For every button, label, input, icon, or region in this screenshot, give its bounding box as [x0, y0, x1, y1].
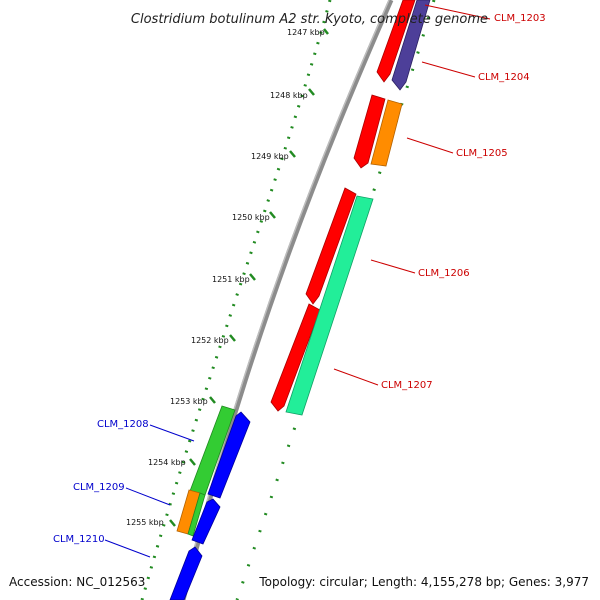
gene-feature-clm-1205-orange[interactable] [370, 99, 403, 167]
ruler-tick-label-1248: 1248 kbp [270, 91, 308, 100]
leader-clm-1210 [104, 539, 151, 558]
ruler-tick-label-1250: 1250 kbp [232, 213, 270, 222]
leader-clm-1209 [125, 487, 171, 506]
ruler-tick-label-1249: 1249 kbp [251, 152, 289, 161]
ruler-tick-label-1251: 1251 kbp [212, 275, 250, 284]
gene-feature-clm-1209-green[interactable] [187, 492, 206, 537]
gene-feature-clm-1206[interactable] [305, 187, 357, 305]
gene-feature-clm-1207[interactable] [270, 303, 321, 412]
ruler-tick-1249 [289, 150, 296, 158]
ruler-tick-label-1253: 1253 kbp [170, 397, 208, 406]
gene-feature-clm-1208-blue[interactable] [207, 411, 251, 499]
forward-strand-features [270, 0, 431, 416]
gene-label-clm-1204[interactable]: CLM_1204 [478, 72, 530, 83]
ruler-tick-1255 [169, 519, 176, 527]
gene-feature-clm-1210-blue[interactable] [169, 546, 203, 600]
ruler-tick-label-1255: 1255 kbp [126, 518, 164, 527]
gene-label-clm-1207[interactable]: CLM_1207 [381, 380, 433, 391]
ruler-tick-label-1252: 1252 kbp [191, 336, 229, 345]
gene-label-clm-1205[interactable]: CLM_1205 [456, 148, 508, 159]
leader-clm-1205 [406, 137, 454, 154]
leader-clm-1208 [149, 424, 195, 442]
ruler-tick-1251 [249, 273, 256, 281]
ruler-tick-1247 [323, 28, 329, 35]
leader-clm-1207 [333, 368, 379, 386]
leader-clm-1203 [424, 4, 491, 20]
ruler-line [140, 0, 332, 600]
gene-feature-clm-1209-blue[interactable] [191, 498, 221, 545]
reverse-strand-features [169, 405, 251, 600]
ruler-ticks: 1247 kbp 1248 kbp 1249 kbp 1250 kbp 1251… [126, 28, 329, 527]
gene-feature-clm-1203[interactable] [376, 0, 416, 83]
accession-text: Accession: NC_012563 [9, 575, 145, 589]
ruler-tick-label-1254: 1254 kbp [148, 458, 186, 467]
ruler-tick-1250 [269, 211, 276, 219]
gene-label-clm-1208[interactable]: CLM_1208 [97, 419, 149, 430]
ruler-tick-1252 [229, 334, 236, 342]
map-title: Clostridium botulinum A2 str. Kyoto, com… [131, 12, 488, 27]
gene-feature-misc-green[interactable] [285, 195, 374, 416]
gene-label-clm-1209[interactable]: CLM_1209 [73, 482, 125, 493]
gene-label-clm-1206[interactable]: CLM_1206 [418, 268, 470, 279]
gene-label-clm-1203[interactable]: CLM_1203 [494, 13, 546, 24]
ruler-tick-1253 [209, 396, 216, 404]
ruler-tick-label-1247: 1247 kbp [287, 28, 325, 37]
gene-feature-clm-1204-purple[interactable] [391, 0, 431, 91]
gene-feature-clm-1205-red[interactable] [353, 94, 386, 169]
gene-label-clm-1210[interactable]: CLM_1210 [53, 534, 105, 545]
genome-summary-text: Topology: circular; Length: 4,155,278 bp… [258, 575, 589, 589]
leader-clm-1204 [421, 61, 476, 78]
ruler-tick-1254 [189, 458, 196, 466]
gene-labels: CLM_1203 CLM_1204 CLM_1205 CLM_1206 CLM_… [53, 13, 546, 545]
ruler-tick-1248 [308, 88, 315, 96]
label-leaders [104, 4, 491, 558]
leader-clm-1206 [370, 259, 416, 274]
